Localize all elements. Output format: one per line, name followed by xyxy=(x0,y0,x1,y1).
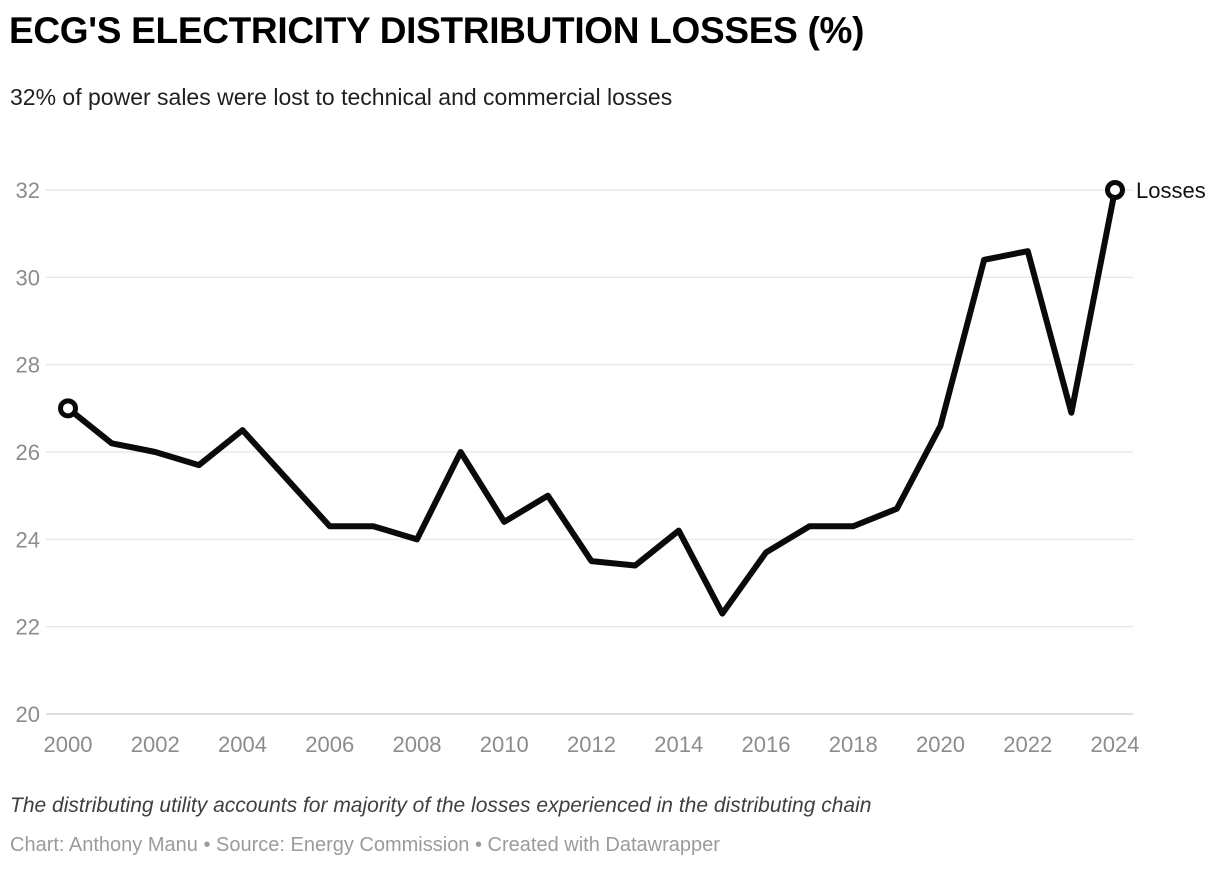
chart-credits: Chart: Anthony Manu • Source: Energy Com… xyxy=(10,834,720,856)
y-tick-label: 24 xyxy=(16,527,40,552)
series-end-label: Losses xyxy=(1136,178,1206,203)
y-tick-label: 30 xyxy=(16,265,40,290)
x-axis-labels: 2000 2002 2004 2006 2008 2010 2012 2014 2016 2018… xyxy=(44,732,1140,757)
x-tick-label: 2004 xyxy=(218,732,267,757)
x-tick-label: 2014 xyxy=(654,732,703,757)
y-tick-label: 32 xyxy=(16,178,40,203)
y-tick-label: 28 xyxy=(16,353,40,378)
chart-note: The distributing utility accounts for ma… xyxy=(10,794,872,817)
x-tick-label: 2000 xyxy=(44,732,93,757)
y-tick-label: 22 xyxy=(16,615,40,640)
y-tick-label: 20 xyxy=(16,702,40,727)
gridlines-group xyxy=(46,189,1133,715)
y-tick-label: 26 xyxy=(16,440,40,465)
chart-area: 20 22 24 26 28 30 32 2000 2002 2004 2006 2008 2010 20… xyxy=(0,150,1220,775)
x-tick-label: 2010 xyxy=(480,732,529,757)
x-tick-label: 2022 xyxy=(1003,732,1052,757)
x-tick-label: 2006 xyxy=(305,732,354,757)
losses-line xyxy=(65,186,1118,617)
x-tick-label: 2016 xyxy=(742,732,791,757)
end-endpoint-marker xyxy=(1105,179,1125,200)
start-endpoint-marker xyxy=(58,398,78,419)
chart-subtitle: 32% of power sales were lost to technica… xyxy=(10,84,673,110)
x-tick-label: 2012 xyxy=(567,732,616,757)
x-tick-label: 2008 xyxy=(393,732,442,757)
chart-title: ECG'S ELECTRICITY DISTRIBUTION LOSSES (%… xyxy=(9,10,865,51)
x-tick-label: 2024 xyxy=(1091,732,1140,757)
x-tick-label: 2002 xyxy=(131,732,180,757)
x-tick-label: 2020 xyxy=(916,732,965,757)
x-tick-label: 2018 xyxy=(829,732,878,757)
y-axis-labels: 20 22 24 26 28 30 32 xyxy=(16,178,40,727)
